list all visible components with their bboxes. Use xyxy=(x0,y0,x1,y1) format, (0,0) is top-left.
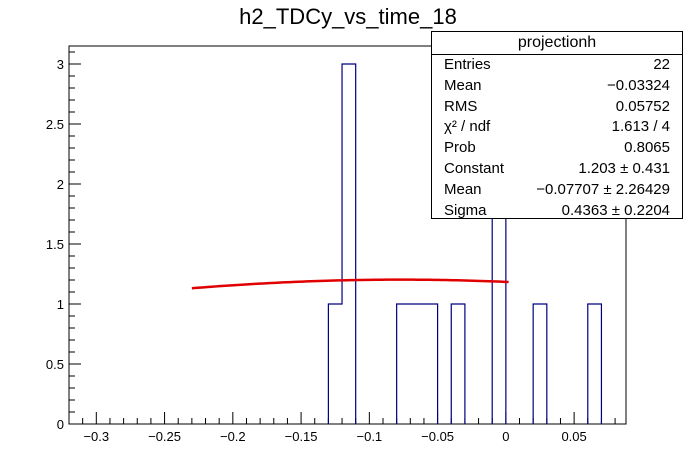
stats-value: 0.05752 xyxy=(615,97,670,115)
stats-value: −0.03324 xyxy=(607,76,670,94)
stats-box: projectionh Entries 22 Mean −0.03324 RMS 0.05… xyxy=(431,31,683,219)
y-tick-label: 0.5 xyxy=(46,357,64,372)
x-tick-label: −0.2 xyxy=(220,429,246,444)
y-tick-label: 0 xyxy=(57,417,64,432)
stats-row: Entries 22 xyxy=(432,55,682,76)
axis-tick-labels: −0.3 −0.25 −0.2 −0.15 −0.1 −0.05 0 0.05 0 0.5 1 1.5… xyxy=(46,57,587,444)
stats-key: Mean xyxy=(444,180,482,198)
stats-key: Prob xyxy=(444,139,476,157)
stats-key: χ² / ndf xyxy=(444,118,491,136)
stats-key: RMS xyxy=(444,97,478,115)
x-tick-label: −0.1 xyxy=(357,429,383,444)
stats-row: Sigma 0.4363 ± 0.2204 xyxy=(432,201,682,222)
stats-row: χ² / ndf 1.613 / 4 xyxy=(432,117,682,138)
chart-title: h2_TDCy_vs_time_18 xyxy=(239,4,457,29)
stats-row: RMS 0.05752 xyxy=(432,97,682,118)
stats-row: Prob 0.8065 xyxy=(432,138,682,159)
stats-rows: Entries 22 Mean −0.03324 RMS 0.05752 χ² / ndf 1… xyxy=(432,55,682,221)
y-tick-label: 2.5 xyxy=(46,117,64,132)
y-tick-label: 2 xyxy=(57,177,64,192)
stats-row: Mean −0.07707 ± 2.26429 xyxy=(432,180,682,201)
stats-value: 22 xyxy=(653,56,670,73)
stats-key: Constant xyxy=(444,159,505,177)
y-tick-label: 1.5 xyxy=(46,237,64,252)
stats-box-title: projectionh xyxy=(432,32,682,55)
x-tick-label: −0.05 xyxy=(421,429,454,444)
plot-frame xyxy=(68,45,627,425)
stats-value: 0.8065 xyxy=(624,139,670,157)
fit-curve xyxy=(191,278,509,290)
stats-value: 1.613 / 4 xyxy=(611,118,670,136)
y-tick-label: 1 xyxy=(57,297,64,312)
stats-key: Mean xyxy=(444,76,482,94)
x-tick-label: −0.15 xyxy=(285,429,318,444)
stats-value: 0.4363 ± 0.2204 xyxy=(561,201,670,219)
x-tick-label: 0 xyxy=(502,429,509,444)
x-tick-label: −0.25 xyxy=(148,429,181,444)
stats-key: Sigma xyxy=(444,201,487,219)
stats-row: Mean −0.03324 xyxy=(432,76,682,97)
stats-row: Constant 1.203 ± 0.431 xyxy=(432,159,682,180)
stats-value: 1.203 ± 0.431 xyxy=(578,159,670,177)
stats-value: −0.07707 ± 2.26429 xyxy=(536,180,670,198)
x-tick-label: −0.3 xyxy=(83,429,109,444)
y-tick-label: 3 xyxy=(57,57,64,72)
x-tick-label: 0.05 xyxy=(561,429,586,444)
stats-key: Entries xyxy=(444,56,491,73)
